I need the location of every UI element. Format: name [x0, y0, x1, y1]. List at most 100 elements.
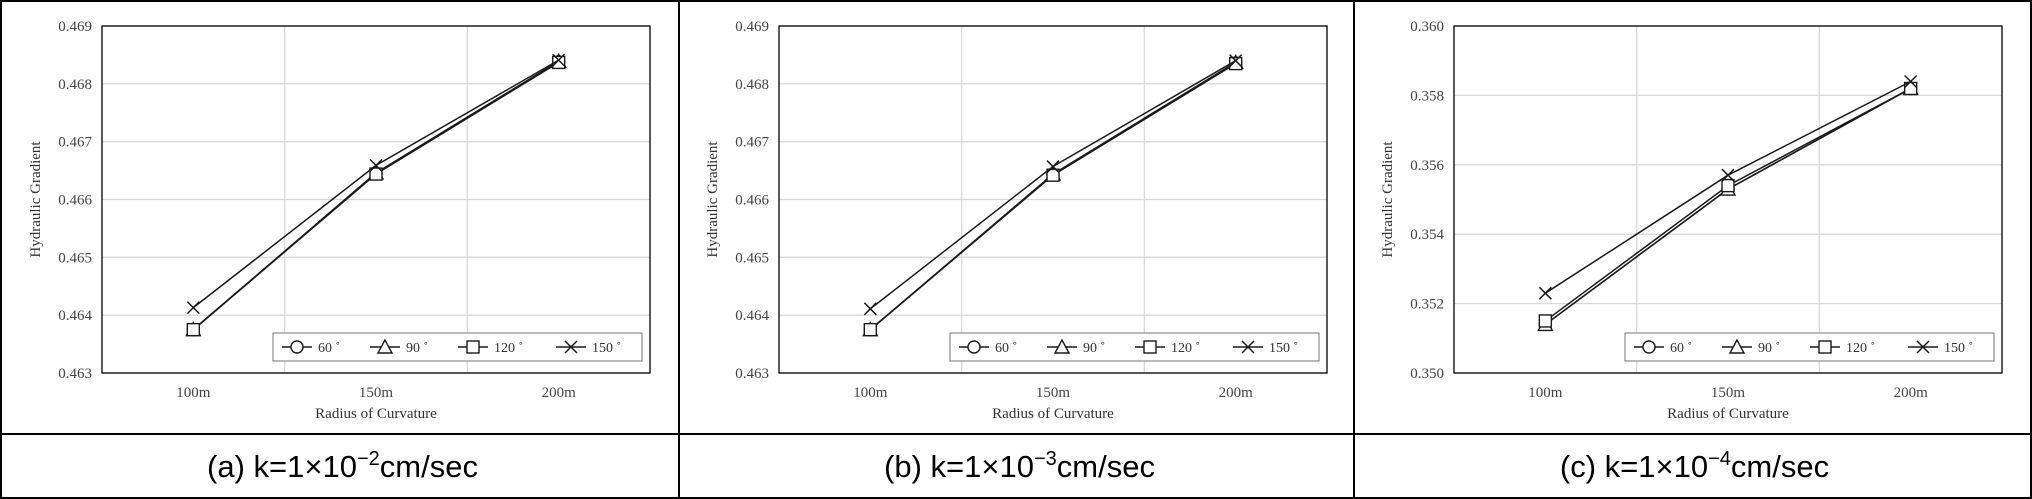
legend: 60 ˚ 90 ˚ 120 ˚ 150 ˚ — [272, 332, 643, 362]
y-tick-label: 0.354 — [1410, 227, 1444, 243]
caption-text: (a) k=1×10−2cm/sec — [207, 448, 478, 484]
series-3 — [863, 56, 1243, 337]
caption-3: (c) k=1×10−4cm/sec — [1560, 448, 1829, 484]
gridlines — [779, 25, 1327, 374]
legend-swatch-marker — [1143, 340, 1157, 354]
caption-2: (b) k=1×10−3cm/sec — [884, 448, 1155, 484]
series-2 — [862, 53, 1244, 337]
series-line — [192, 60, 560, 331]
x-tick-label: 100m — [1528, 385, 1563, 401]
x-tick-label: 150m — [1711, 385, 1746, 401]
series-3 — [1538, 81, 1918, 328]
legend-swatch-marker — [1728, 338, 1746, 354]
legend-label: 120 ˚ — [1171, 341, 1200, 356]
caption-prefix: (c) — [1560, 449, 1605, 484]
caption-exponent: −2 — [357, 448, 380, 470]
data-point — [1538, 314, 1553, 328]
x-tick-label: 200m — [1894, 385, 1929, 401]
caption-formula: k=1×10 — [254, 449, 357, 484]
legend-swatch-marker — [1053, 338, 1071, 354]
data-point-stroke-2 — [552, 53, 566, 67]
series-line — [869, 62, 1237, 331]
legend-label: 90 ˚ — [406, 341, 428, 356]
data-point — [1046, 168, 1060, 182]
legend-label: 120 ˚ — [1846, 341, 1875, 356]
data-point — [1721, 178, 1735, 193]
x-tick-label: 200m — [542, 385, 577, 401]
y-tick-label: 0.469 — [58, 19, 92, 35]
y-axis-label: Hydraulic Gradient — [28, 141, 44, 258]
legend-label: 120 ˚ — [494, 341, 523, 356]
chart-panel-2: 0.463 0.464 0.465 0.466 0.467 0.468 0.469 100m 1… — [705, 19, 1328, 422]
data-point — [186, 322, 201, 337]
legend-item-1: 60 ˚ — [959, 340, 1017, 356]
legend-item-4: 150 ˚ — [556, 340, 621, 356]
series-line — [192, 61, 560, 331]
data-point — [1229, 54, 1243, 68]
y-tick-label: 0.467 — [735, 135, 769, 151]
series-4 — [1538, 74, 1918, 300]
legend-item-3: 120 ˚ — [1810, 340, 1875, 356]
y-tick-label: 0.356 — [1410, 158, 1444, 174]
legend-swatch-marker — [564, 340, 578, 354]
series-line — [192, 59, 560, 309]
gridlines — [102, 25, 650, 374]
legend-label: 150 ˚ — [592, 341, 621, 356]
legend-swatch-marker — [376, 338, 394, 354]
legend-swatch-marker — [1241, 340, 1255, 354]
y-tick-label: 0.463 — [58, 366, 92, 382]
data-point-stroke-2 — [1904, 74, 1918, 89]
series-line — [869, 61, 1237, 331]
legend: 60 ˚ 90 ˚ 120 ˚ 150 ˚ — [949, 332, 1320, 362]
legend-swatch-marker — [967, 340, 981, 354]
caption-exponent: −4 — [1708, 448, 1731, 470]
legend-item-3: 120 ˚ — [458, 340, 523, 356]
series-3 — [186, 55, 566, 337]
legend-swatch-marker — [290, 340, 304, 354]
data-point — [1046, 160, 1060, 174]
series-line — [1544, 87, 1912, 326]
data-point — [551, 55, 566, 70]
y-axis-label: Hydraulic Gradient — [705, 141, 721, 258]
legend: 60 ˚ 90 ˚ 120 ˚ 150 ˚ — [1624, 332, 1995, 362]
caption-unit: cm/sec — [1731, 449, 1829, 484]
legend-label: 60 ˚ — [318, 341, 340, 356]
y-tick-label: 0.467 — [58, 135, 92, 151]
plot-area-frame — [1453, 25, 2003, 374]
legend-item-4: 150 ˚ — [1233, 340, 1298, 356]
y-tick-label: 0.465 — [58, 250, 92, 266]
legend-swatch-marker — [1642, 340, 1656, 354]
legend-item-4: 150 ˚ — [1908, 340, 1973, 356]
data-point — [552, 53, 566, 67]
caption-exponent: −3 — [1034, 448, 1057, 470]
data-point — [369, 158, 383, 172]
data-point-stroke-2 — [863, 302, 877, 316]
legend-item-3: 120 ˚ — [1135, 340, 1200, 356]
data-point — [369, 167, 383, 181]
legend-label: 60 ˚ — [995, 341, 1017, 356]
series-line — [192, 61, 560, 331]
legend-item-2: 90 ˚ — [370, 338, 428, 356]
data-point — [1721, 168, 1735, 182]
y-tick-label: 0.469 — [735, 19, 769, 35]
x-tick-label: 100m — [853, 385, 888, 401]
y-axis-label: Hydraulic Gradient — [1380, 141, 1396, 258]
x-tick-label: 100m — [176, 385, 211, 401]
caption-formula: k=1×10 — [931, 449, 1034, 484]
series-line — [1544, 87, 1912, 326]
y-tick-label: 0.350 — [1410, 366, 1444, 382]
legend-swatch-marker — [1916, 340, 1930, 354]
data-point-stroke-2 — [186, 301, 200, 315]
data-point — [863, 322, 878, 337]
y-tick-label: 0.465 — [735, 250, 769, 266]
caption-1: (a) k=1×10−2cm/sec — [207, 448, 478, 484]
caption-prefix: (b) — [884, 449, 931, 484]
series-4 — [186, 53, 566, 315]
legend-label: 150 ˚ — [1944, 341, 1973, 356]
data-point — [186, 301, 200, 315]
caption-text: (c) k=1×10−4cm/sec — [1560, 448, 1829, 484]
chart-panels: 0.463 0.464 0.465 0.466 0.467 0.468 0.469 100m 1… — [28, 19, 2003, 484]
